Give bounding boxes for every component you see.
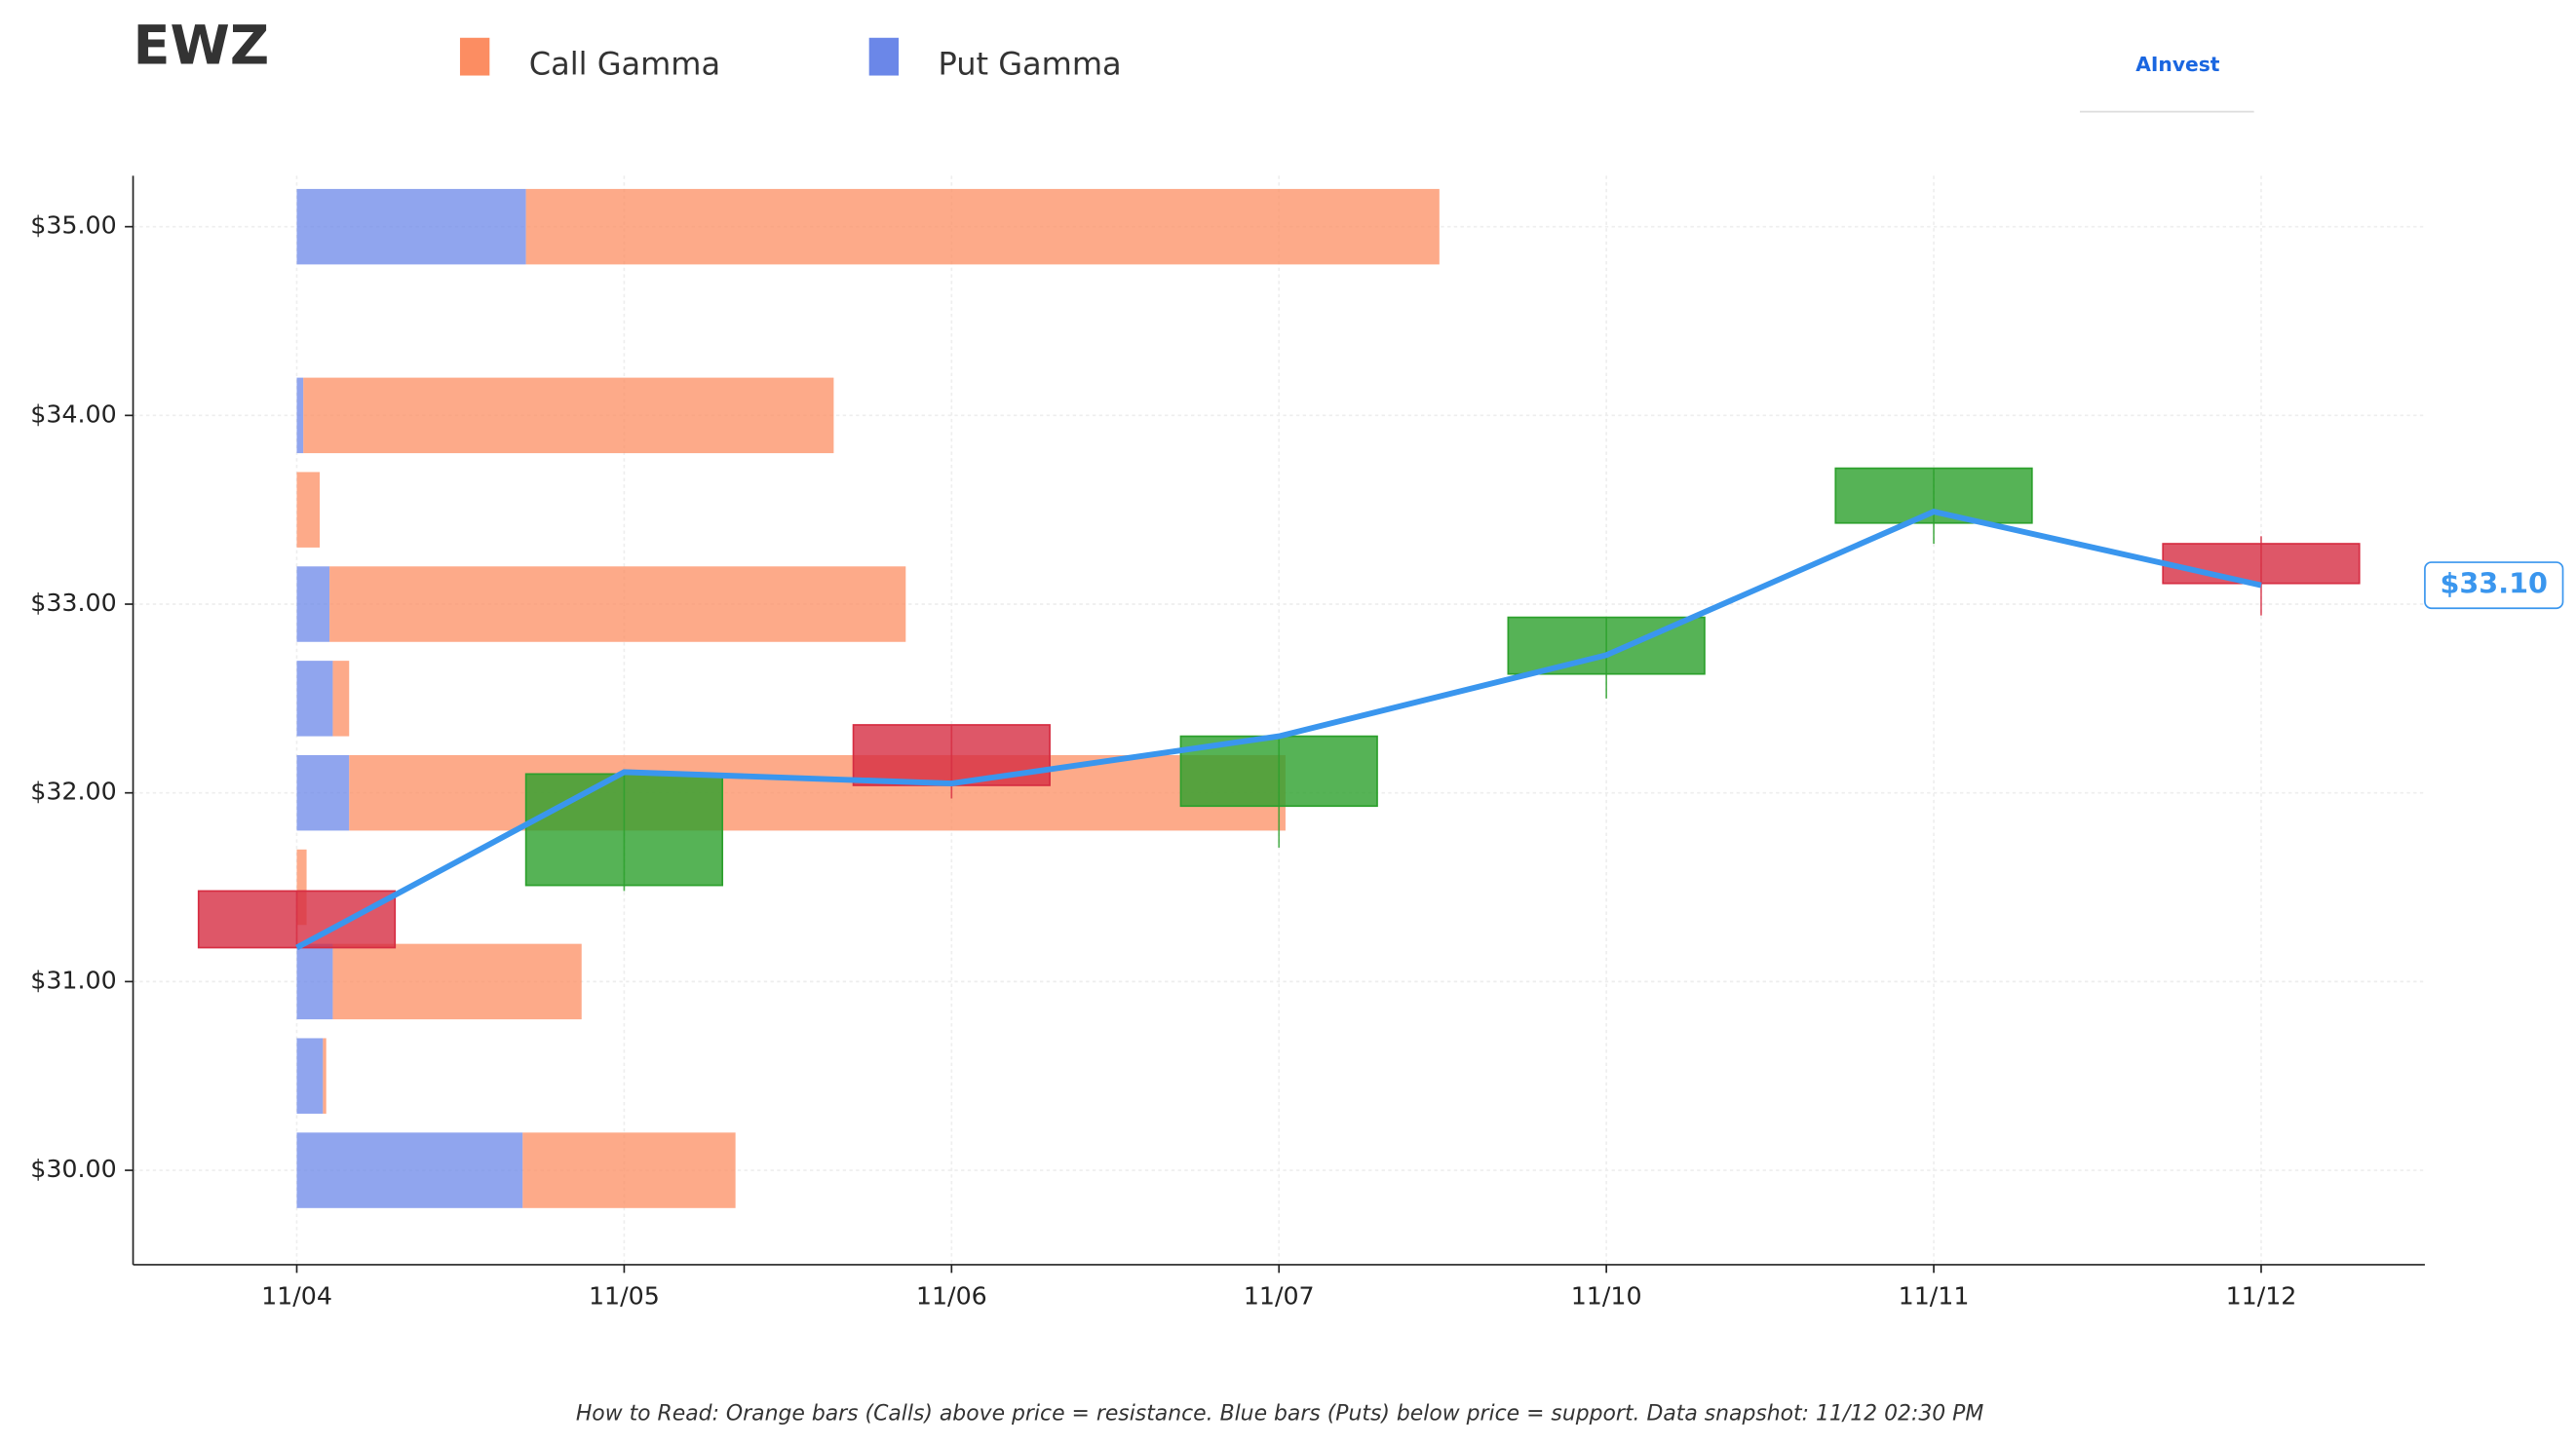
y-tick-label: $34.00 — [30, 400, 116, 428]
gamma-bar — [296, 943, 333, 1020]
legend-swatch — [459, 37, 490, 76]
candle-body — [524, 773, 724, 887]
legend-label: Call Gamma — [529, 45, 720, 82]
x-tick-label: 11/10 — [1571, 1282, 1642, 1311]
legend-label: Put Gamma — [938, 45, 1121, 82]
gamma-bar — [329, 566, 906, 642]
gamma-bar — [296, 754, 350, 831]
footnote: How to Read: Orange bars (Calls) above p… — [576, 1401, 1984, 1426]
x-tick-label: 11/04 — [261, 1282, 332, 1311]
price-line — [295, 509, 2262, 951]
y-tick-label: $35.00 — [30, 211, 116, 240]
candle-body — [2162, 543, 2361, 585]
candle-body — [197, 890, 397, 949]
price-label: $33.10 — [2440, 567, 2548, 600]
gamma-bar — [296, 661, 333, 737]
gamma-bar — [522, 1132, 736, 1208]
x-tick-label: 11/11 — [1899, 1282, 1970, 1311]
price-label-box — [2424, 561, 2564, 610]
gamma-bar — [323, 1038, 327, 1114]
gamma-bar — [296, 188, 526, 265]
gamma-bar — [349, 754, 1286, 831]
gamma-bar — [296, 472, 321, 548]
chart-title: EWZ — [134, 15, 270, 78]
gamma-bar — [296, 849, 307, 926]
x-tick-label: 11/12 — [2226, 1282, 2297, 1311]
logo: AInvest — [2135, 53, 2219, 76]
gamma-bar — [296, 1038, 324, 1114]
gamma-bar — [332, 943, 582, 1020]
gamma-bar — [296, 1132, 523, 1208]
gamma-bar — [296, 566, 330, 642]
gamma-bar — [303, 377, 834, 454]
y-tick-label: $30.00 — [30, 1155, 116, 1183]
y-tick-label: $31.00 — [30, 966, 116, 994]
legend-swatch — [868, 37, 900, 76]
gamma-bar — [296, 377, 304, 454]
x-tick-label: 11/07 — [1244, 1282, 1315, 1311]
y-tick-label: $33.00 — [30, 589, 116, 617]
x-tick-label: 11/05 — [589, 1282, 660, 1311]
gamma-bar — [525, 188, 1440, 265]
y-tick-label: $32.00 — [30, 778, 116, 806]
gamma-bar — [332, 661, 350, 737]
x-tick-label: 11/06 — [916, 1282, 987, 1311]
